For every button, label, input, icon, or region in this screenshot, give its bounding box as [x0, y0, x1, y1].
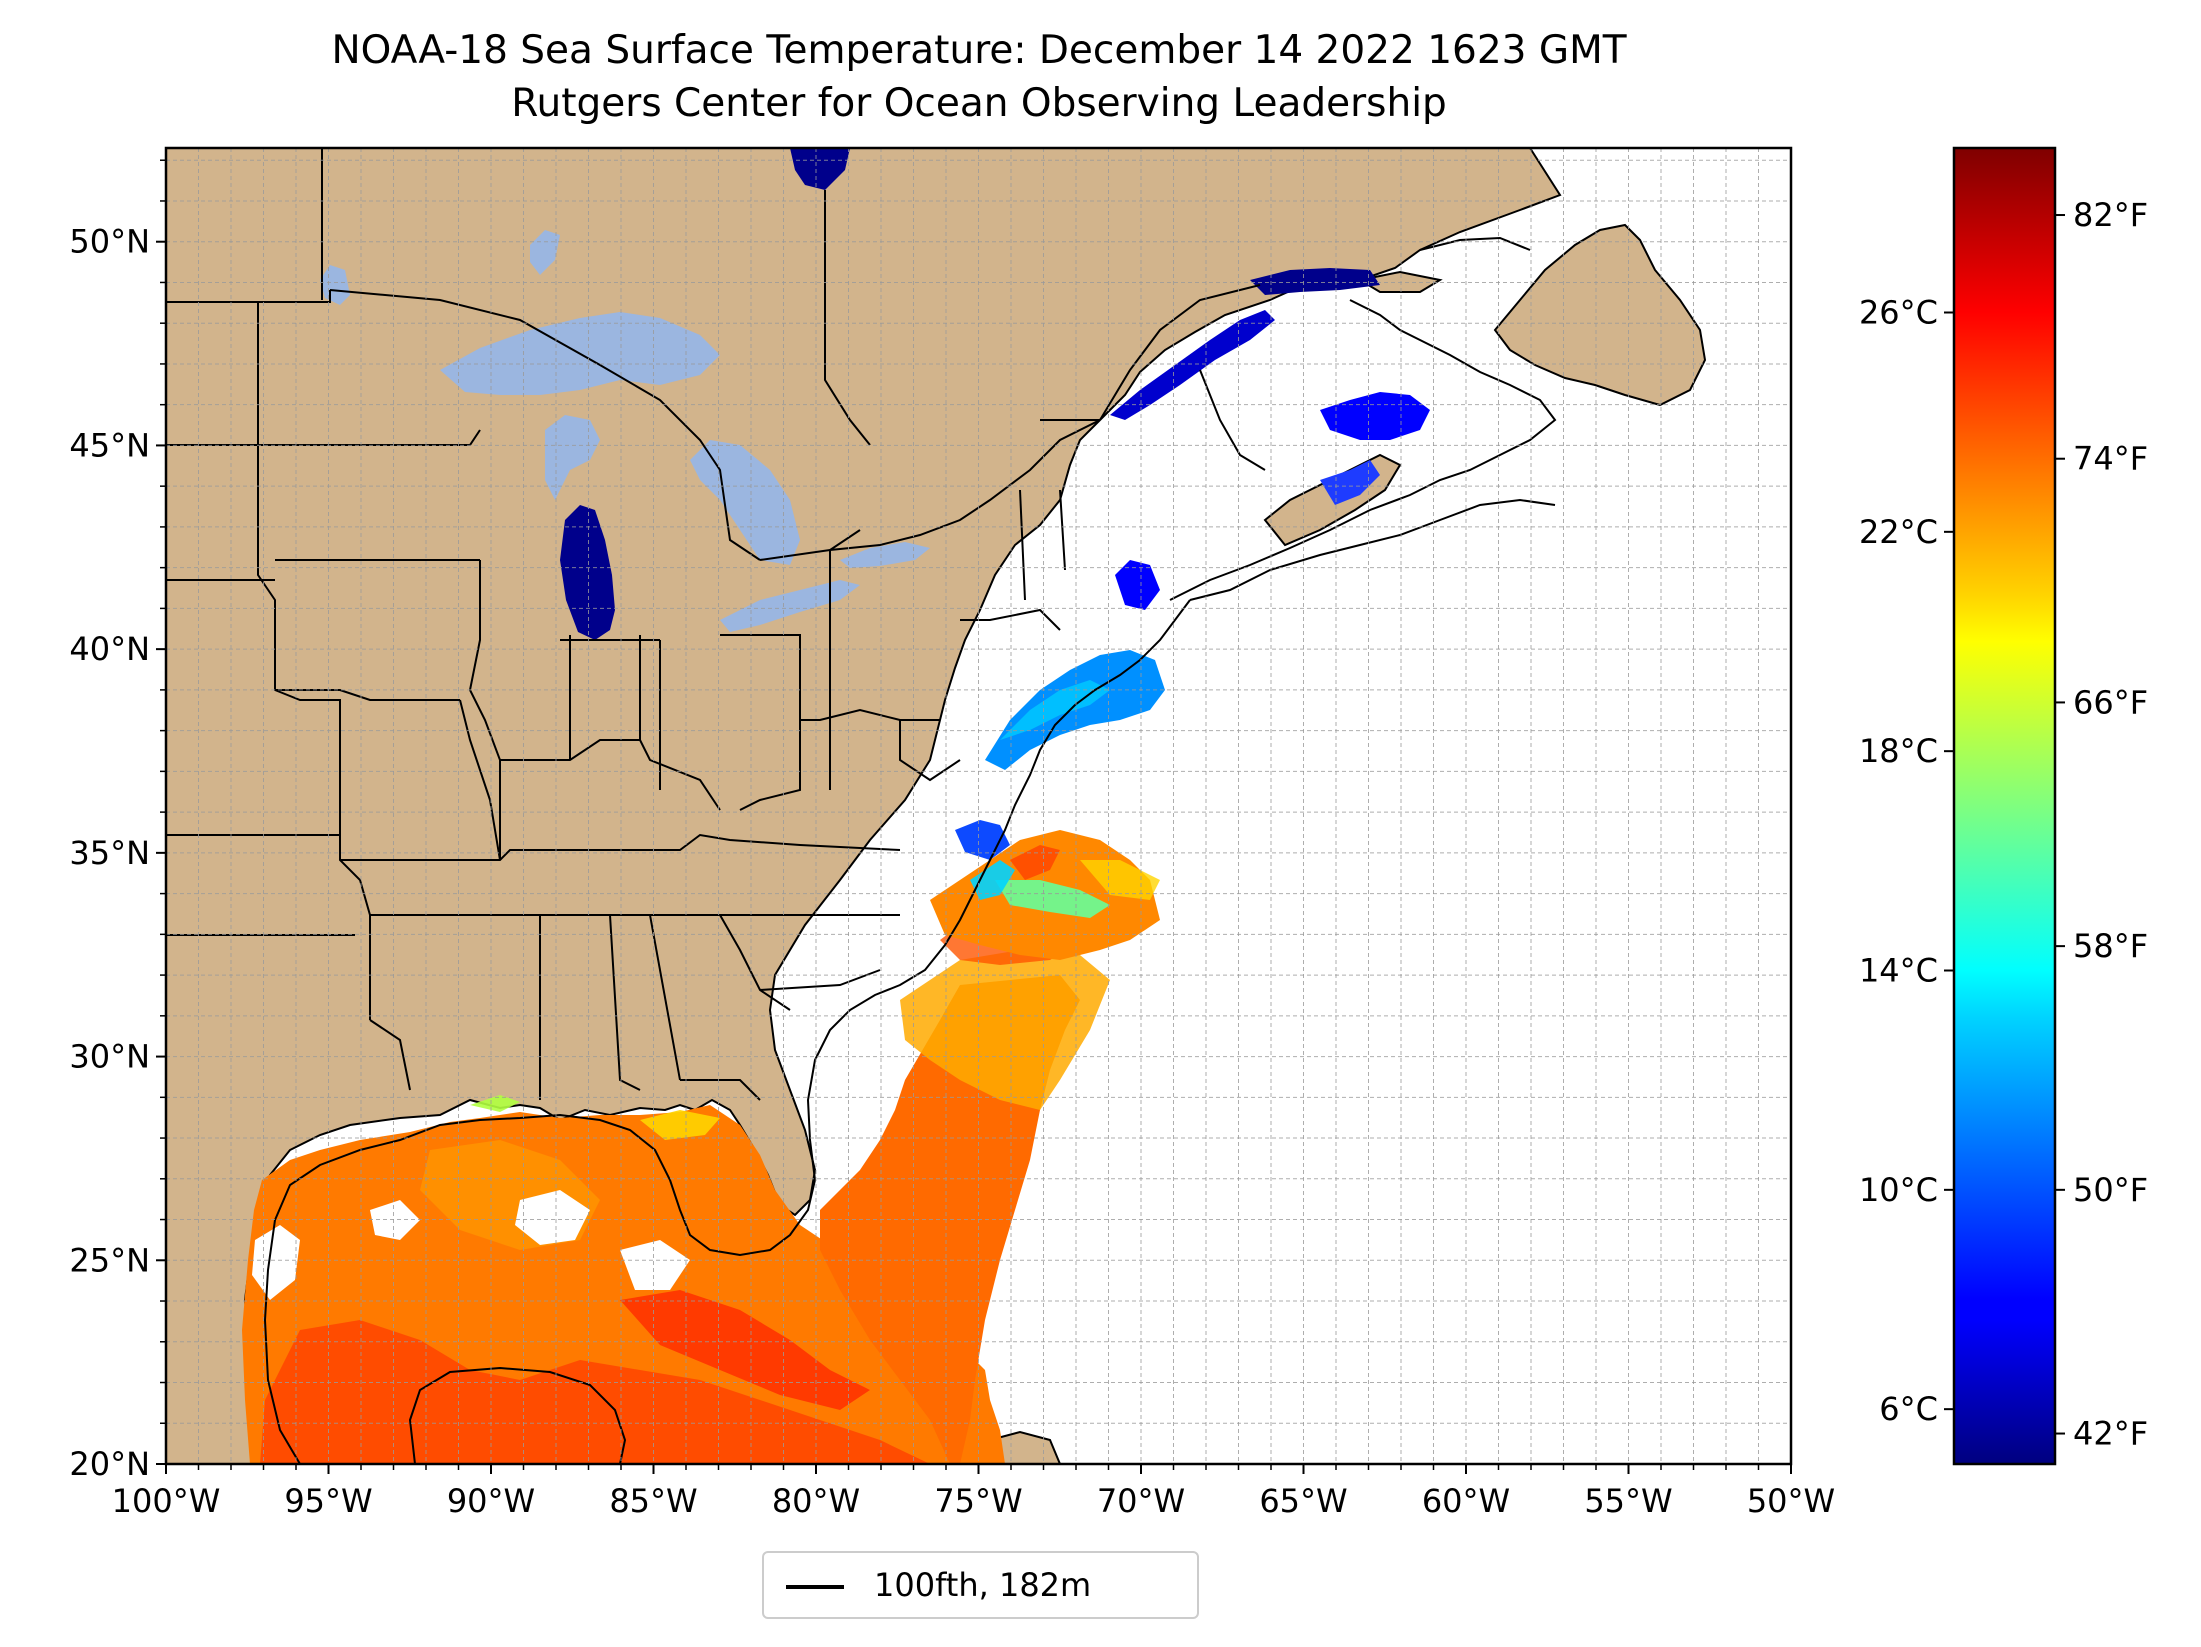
legend-line-swatch: [786, 1585, 844, 1589]
colorbar-f-label: 82°F: [2073, 196, 2148, 234]
lon-tick-label: 55°W: [1584, 1482, 1672, 1520]
isobath-100fth: [263, 599, 1191, 1464]
lon-tick-label: 75°W: [934, 1482, 1022, 1520]
chart-title: NOAA-18 Sea Surface Temperature: Decembe…: [331, 28, 1627, 73]
lake-ontario: [840, 542, 930, 568]
lat-tick-label: 20°N: [69, 1445, 150, 1483]
colorbar-c-label: 22°C: [1859, 513, 1938, 551]
isobath-100fth-yucatan: [408, 1366, 627, 1464]
land-north-america: [166, 148, 1562, 1464]
colorbar-f-label: 50°F: [2073, 1171, 2148, 1209]
map-legend: 100fth, 182m: [762, 1551, 1199, 1619]
colorbar-f-label: 42°F: [2073, 1415, 2148, 1453]
land-newfoundland: [1493, 223, 1707, 407]
grid-lines: [166, 148, 1791, 1464]
colorbar-c-label: 10°C: [1859, 1171, 1938, 1209]
lat-tick-label: 50°N: [69, 223, 150, 261]
sst-swath-hatteras: [930, 820, 1160, 960]
lat-tick-label: 30°N: [69, 1038, 150, 1076]
lake-huron: [690, 440, 800, 565]
sst-swath-gulf: [242, 1095, 1005, 1464]
colorbar-c-label: 14°C: [1859, 952, 1938, 990]
colorbar-c-label: 26°C: [1859, 294, 1938, 332]
colorbar: [1952, 146, 2057, 1466]
longitude-axis: 100°W 95°W 90°W 85°W 80°W 75°W 70°W 65°W 60°W 55°…: [112, 1464, 1835, 1520]
lon-tick-label: 85°W: [609, 1482, 697, 1520]
lake-erie: [720, 580, 860, 632]
lon-tick-label: 95°W: [284, 1482, 372, 1520]
lon-tick-label: 50°W: [1747, 1482, 1835, 1520]
lon-tick-label: 80°W: [772, 1482, 860, 1520]
chart-subtitle: Rutgers Center for Ocean Observing Leade…: [511, 81, 1447, 126]
colorbar-f-label: 74°F: [2073, 440, 2148, 478]
hudson-bay-edge: [790, 148, 850, 190]
lake-michigan: [560, 505, 615, 640]
colorbar-f-label: 58°F: [2073, 927, 2148, 965]
colorbar-c-label: 18°C: [1859, 732, 1938, 770]
lake-michigan-shallow: [545, 415, 600, 500]
legend-label: 100fth, 182m: [874, 1566, 1092, 1604]
lon-tick-label: 90°W: [447, 1482, 535, 1520]
sst-swath-northeast: [985, 268, 1430, 770]
lat-tick-label: 45°N: [69, 426, 150, 464]
lat-tick-label: 25°N: [69, 1241, 150, 1279]
lon-tick-label: 70°W: [1097, 1482, 1185, 1520]
colorbar-c-label: 6°C: [1879, 1390, 1938, 1428]
lon-tick-label: 60°W: [1422, 1482, 1510, 1520]
isobath-100fth-north: [1189, 498, 1556, 601]
lat-tick-label: 40°N: [69, 630, 150, 668]
lon-tick-label: 100°W: [112, 1482, 221, 1520]
lake-nipigon: [320, 265, 350, 305]
state-boundaries: [166, 289, 1101, 1101]
bathy-north: [1169, 299, 1557, 601]
lon-tick-label: 65°W: [1259, 1482, 1347, 1520]
province-boundaries: [166, 148, 1531, 471]
colorbar-f-label: 66°F: [2073, 683, 2148, 721]
lat-tick-label: 35°N: [69, 834, 150, 872]
colorbar-fahrenheit-axis: 42°F 50°F 58°F 66°F 74°F 82°F: [2055, 196, 2148, 1453]
colorbar-celsius-axis: 6°C 10°C 14°C 18°C 22°C 26°C: [1859, 294, 1954, 1428]
latitude-axis: 20°N 25°N 30°N 35°N 40°N 45°N 50°N: [69, 159, 166, 1483]
